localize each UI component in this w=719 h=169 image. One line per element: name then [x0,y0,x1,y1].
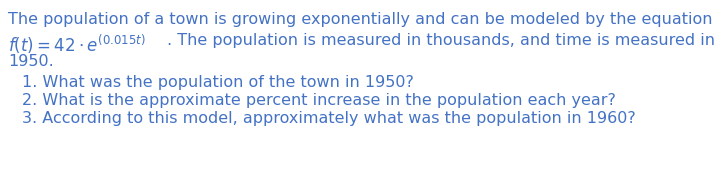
Text: 1950.: 1950. [8,54,54,69]
Text: 2. What is the approximate percent increase in the population each year?: 2. What is the approximate percent incre… [22,93,616,108]
Text: 1. What was the population of the town in 1950?: 1. What was the population of the town i… [22,75,414,90]
Text: The population of a town is growing exponentially and can be modeled by the equa: The population of a town is growing expo… [8,12,713,27]
Text: $f(t) = 42 \cdot e^{(0.015t)}$: $f(t) = 42 \cdot e^{(0.015t)}$ [8,33,146,56]
Text: 3. According to this model, approximately what was the population in 1960?: 3. According to this model, approximatel… [22,111,636,126]
Text: . The population is measured in thousands, and time is measured in years since: . The population is measured in thousand… [167,33,719,48]
